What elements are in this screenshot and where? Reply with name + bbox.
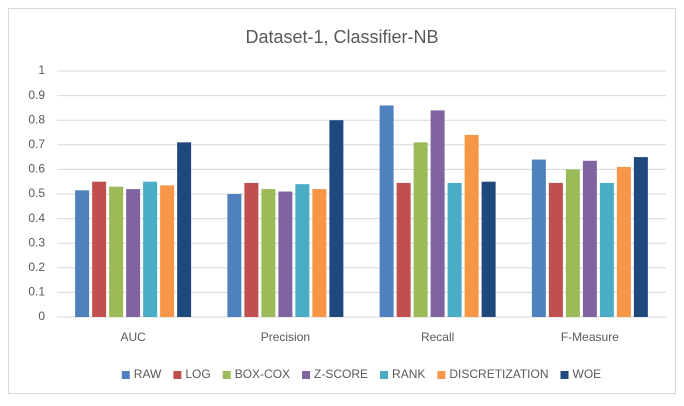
bar (126, 189, 141, 317)
legend-swatch (380, 371, 389, 379)
x-tick-label: F-Measure (561, 330, 619, 344)
bar (396, 182, 411, 317)
bar (531, 159, 546, 317)
bar (177, 142, 192, 317)
bar (565, 169, 580, 317)
bar (227, 194, 242, 317)
bar (244, 182, 259, 317)
y-tick-label: 0.2 (28, 260, 45, 274)
bar (464, 134, 479, 317)
y-tick-label: 0.7 (28, 137, 45, 151)
bar (616, 166, 631, 317)
bar (413, 142, 428, 317)
x-tick-label: Recall (421, 330, 454, 344)
x-tick-label: Precision (261, 330, 310, 344)
y-tick-label: 0.8 (28, 112, 45, 126)
legend-label: DISCRETIZATION (449, 367, 548, 381)
bar (633, 157, 648, 317)
y-tick-label: 0.9 (28, 88, 45, 102)
bar (278, 191, 293, 317)
bar (109, 186, 124, 317)
bar (599, 182, 614, 317)
bar (295, 184, 310, 317)
y-tick-label: 0.1 (28, 285, 45, 299)
legend-label: BOX-COX (235, 367, 290, 381)
bar (312, 189, 327, 317)
bar (379, 105, 394, 317)
y-tick-label: 0.6 (28, 162, 45, 176)
bar (447, 182, 462, 317)
bar (75, 190, 90, 317)
legend-swatch (302, 371, 311, 379)
bar (160, 185, 175, 317)
y-tick-label: 0.4 (28, 211, 45, 225)
bar (548, 182, 563, 317)
legend-swatch (121, 371, 130, 379)
chart-title: Dataset-1, Classifier-NB (245, 27, 438, 47)
x-tick-label: AUC (120, 330, 146, 344)
bar (261, 189, 276, 317)
legend-label: Z-SCORE (314, 367, 368, 381)
y-tick-label: 0.5 (28, 186, 45, 200)
legend-swatch (222, 371, 231, 379)
bar (329, 120, 344, 317)
legend-swatch (560, 371, 569, 379)
bar (582, 160, 597, 317)
legend-label: WOE (573, 367, 602, 381)
bar (143, 181, 158, 317)
legend-swatch (437, 371, 446, 379)
bar (92, 181, 107, 317)
legend-swatch (173, 371, 182, 379)
legend-label: LOG (185, 367, 210, 381)
bar (430, 110, 445, 317)
legend-label: RANK (392, 367, 425, 381)
y-tick-label: 1 (38, 63, 45, 77)
legend-label: RAW (134, 367, 162, 381)
y-tick-label: 0 (38, 309, 45, 323)
bar (481, 181, 496, 317)
y-tick-label: 0.3 (28, 235, 45, 249)
